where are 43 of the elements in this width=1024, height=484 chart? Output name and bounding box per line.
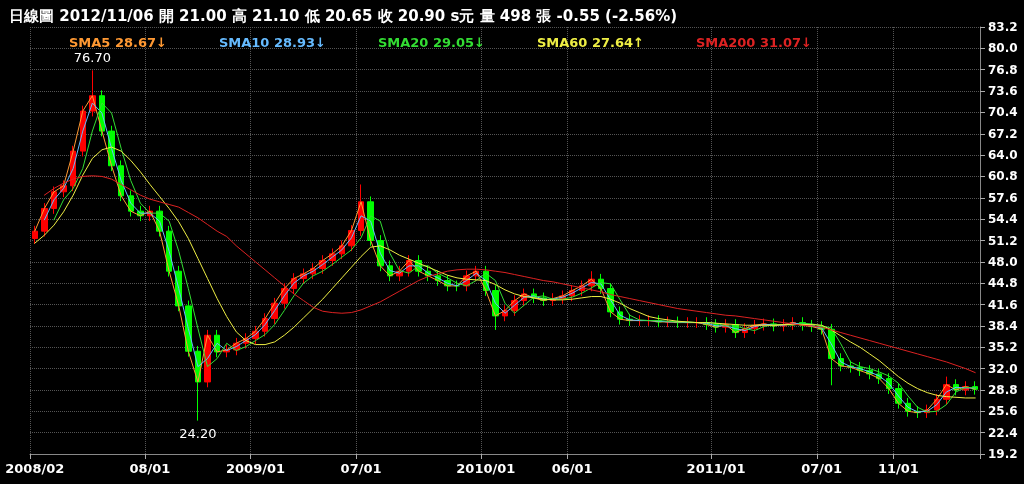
y-tick-label: 19.2 [988, 447, 1018, 461]
y-tick-label: 76.8 [988, 62, 1018, 77]
y-tick-label: 54.4 [988, 212, 1018, 227]
x-tick-label: 2011/01 [686, 461, 746, 476]
x-tick-label: 07/01 [801, 461, 843, 476]
y-tick-label: 64.0 [988, 148, 1018, 163]
y-tick-label: 60.8 [988, 169, 1018, 184]
y-tick-label: 48.0 [988, 254, 1018, 269]
y-tick-label: 41.6 [988, 297, 1018, 312]
x-tick-label: 2009/01 [225, 461, 286, 476]
annotation: 24.20 [179, 425, 217, 441]
candlestick [454, 280, 460, 292]
x-tick-label: 07/01 [340, 461, 382, 476]
y-tick-label: 73.6 [988, 84, 1018, 99]
x-tick-label: 08/01 [129, 461, 171, 476]
line-series [34, 146, 976, 399]
y-tick-label: 83.2 [988, 20, 1018, 34]
y-tick-label: 22.4 [988, 425, 1018, 440]
y-tick-label: 57.6 [988, 190, 1018, 205]
y-tick-label: 44.8 [988, 276, 1018, 291]
y-tick-label: 25.6 [988, 404, 1018, 419]
x-tick-label: 11/01 [877, 461, 919, 476]
annotation: 76.70 [73, 50, 111, 66]
text: SMA20 29.05↓ [377, 34, 485, 50]
x-tick-label: 06/01 [551, 461, 593, 476]
y-tick-label: 51.2 [988, 233, 1018, 248]
y-tick-label: 28.8 [988, 382, 1018, 397]
candlestick [665, 316, 671, 328]
y-tick-label: 80.0 [988, 41, 1018, 56]
text: SMA5 28.67↓ [69, 34, 167, 50]
y-tick-label: 38.4 [988, 318, 1018, 333]
x-tick-label: 2008/02 [5, 461, 65, 476]
text: SMA60 27.64↑ [536, 34, 644, 50]
text: SMA10 28.93↓ [218, 34, 326, 50]
y-tick-label: 67.2 [988, 126, 1018, 141]
x-tick-label: 2010/01 [456, 461, 516, 476]
candlestick [32, 225, 38, 245]
y-tick-label: 32.0 [988, 361, 1018, 376]
y-tick-label: 35.2 [988, 340, 1018, 355]
y-tick-label: 70.4 [988, 105, 1018, 120]
text: SMA200 31.07↓ [695, 34, 812, 50]
chart-title: 日線圖 2012/11/06 開 21.00 高 21.10 低 20.65 收 20.90 s元 量 498 張 -0.55 (-2.56%) [9, 6, 678, 25]
line-series [43, 175, 976, 374]
